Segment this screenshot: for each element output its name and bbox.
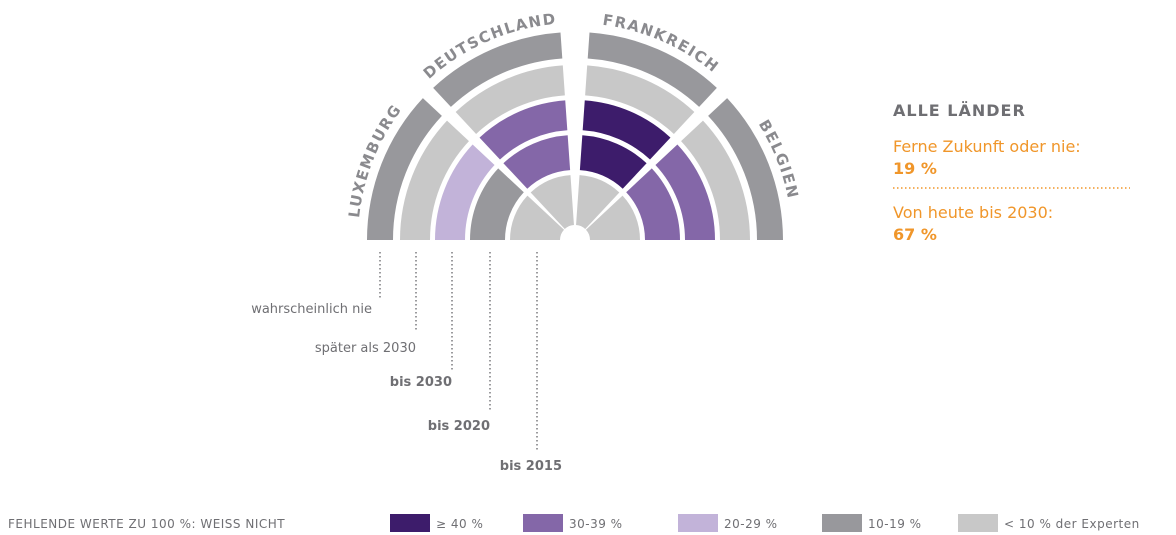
legend-label: 10-19 %	[868, 517, 922, 531]
ring-segment	[367, 98, 442, 240]
panel-title: ALLE LÄNDER	[893, 101, 1026, 120]
legend-label: < 10 % der Experten	[1004, 517, 1140, 531]
ring-segment	[510, 195, 565, 240]
legend-label: ≥ 40 %	[436, 517, 483, 531]
ring-segment	[470, 168, 524, 240]
ring-label: später als 2030	[315, 341, 416, 356]
legend-swatch	[958, 514, 998, 532]
ring-segment	[579, 135, 647, 189]
ring-segment	[585, 65, 695, 134]
ring-label: bis 2030	[390, 375, 452, 390]
ring-segment	[626, 168, 680, 240]
ring-segment	[681, 120, 750, 240]
ring-segment	[433, 32, 563, 107]
legend-label: 20-29 %	[724, 517, 778, 531]
panel-text: Ferne Zukunft oder nie:	[893, 137, 1081, 156]
ring-segment	[479, 100, 568, 160]
ring-segment	[582, 100, 671, 160]
panel-value: 67 %	[893, 225, 937, 244]
legend-swatch	[523, 514, 563, 532]
panel-value: 19 %	[893, 159, 937, 178]
ring-segment	[530, 175, 574, 230]
legend-swatch	[678, 514, 718, 532]
panel-text: Von heute bis 2030:	[893, 203, 1053, 222]
ring-segment	[576, 175, 620, 230]
ring-label: bis 2015	[500, 459, 562, 474]
ring-segment	[400, 120, 469, 240]
legend-swatch	[390, 514, 430, 532]
ring-segment	[455, 65, 565, 134]
ring-segment	[655, 144, 715, 240]
ring-segment	[587, 32, 717, 107]
ring-segment	[435, 144, 495, 240]
legend-swatch	[822, 514, 862, 532]
legend-title: FEHLENDE WERTE ZU 100 %: WEISS NICHT	[8, 517, 285, 531]
ring-segment	[503, 135, 571, 189]
ring-segment	[585, 195, 640, 240]
ring-label: wahrscheinlich nie	[251, 302, 372, 317]
legend-label: 30-39 %	[569, 517, 623, 531]
ring-label: bis 2020	[428, 419, 490, 434]
ring-segment	[708, 98, 783, 240]
